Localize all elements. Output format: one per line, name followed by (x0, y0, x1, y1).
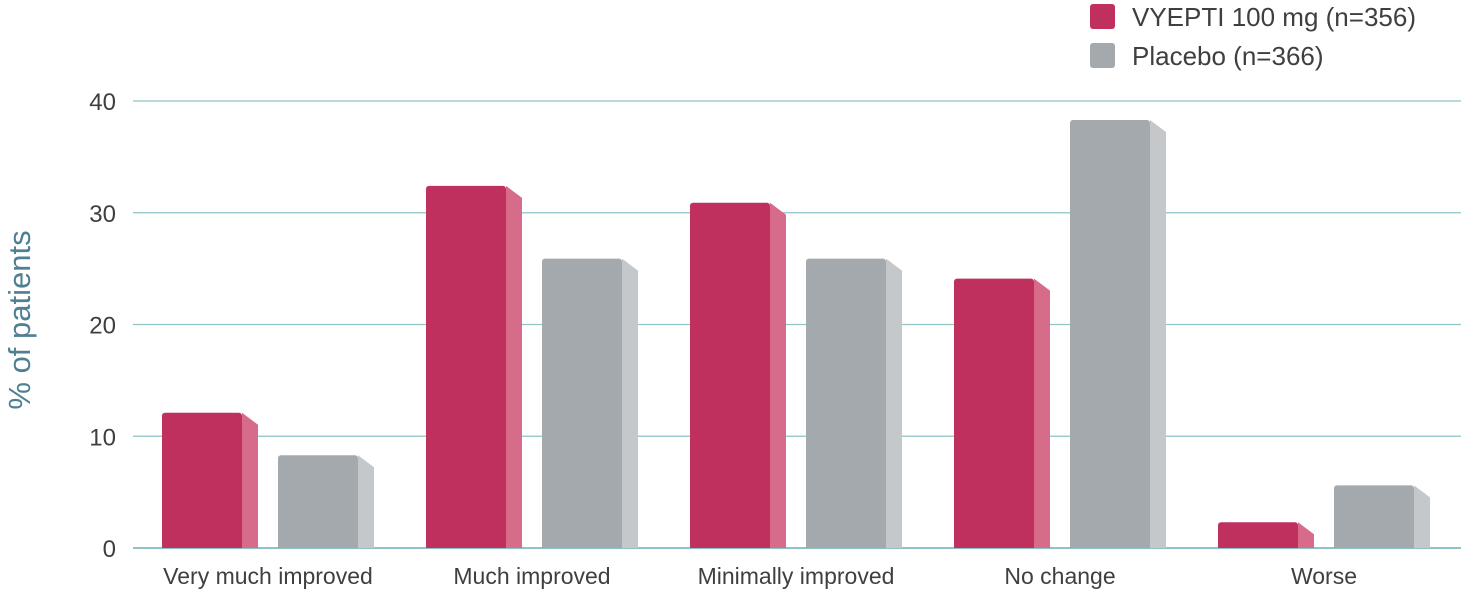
y-tick-label: 0 (103, 536, 116, 563)
bar-side (1034, 278, 1050, 548)
bar-side (358, 455, 374, 548)
bar-base (1218, 542, 1298, 548)
bar (542, 258, 622, 548)
bar-base (426, 542, 506, 548)
bar-base (162, 542, 242, 548)
bar (1218, 522, 1298, 548)
x-tick-label: Minimally improved (698, 563, 895, 589)
legend-label: Placebo (n=366) (1132, 41, 1324, 71)
bar-side (622, 258, 638, 548)
y-tick-label: 30 (89, 201, 116, 228)
bar-base (542, 542, 622, 548)
bar (1070, 119, 1150, 548)
x-tick-label: Very much improved (163, 563, 373, 589)
bar-side (506, 185, 522, 548)
bar (954, 278, 1034, 548)
bars (162, 119, 1430, 548)
x-axis: Very much improved Much improved Minimally… (163, 563, 1357, 589)
y-tick-label: 40 (89, 89, 116, 116)
bar-side (1298, 522, 1314, 548)
bar (278, 455, 358, 548)
bar-side (1414, 485, 1430, 548)
bar-base (1070, 542, 1150, 548)
x-tick-label: Much improved (453, 563, 610, 589)
bar-side (1150, 119, 1166, 548)
bar-base (954, 542, 1034, 548)
bar-side (242, 412, 258, 548)
bar (690, 202, 770, 548)
legend-swatch (1090, 4, 1115, 29)
bar-side (770, 202, 786, 548)
legend-label: VYEPTI 100 mg (n=356) (1132, 2, 1416, 32)
legend: VYEPTI 100 mg (n=356) Placebo (n=366) (1090, 2, 1416, 71)
bar (806, 258, 886, 548)
y-tick-label: 10 (89, 424, 116, 451)
bar-base (278, 542, 358, 548)
bar-side (886, 258, 902, 548)
bar-base (1334, 542, 1414, 548)
y-axis: 0 10 20 30 40 (89, 89, 116, 563)
bar (426, 185, 506, 548)
legend-swatch (1090, 43, 1115, 68)
x-tick-label: Worse (1291, 563, 1357, 589)
x-tick-label: No change (1004, 563, 1115, 589)
bar (162, 412, 242, 548)
y-tick-label: 20 (89, 313, 116, 340)
bar-base (806, 542, 886, 548)
y-axis-label: % of patients (2, 230, 37, 409)
bar (1334, 485, 1414, 548)
bar-base (690, 542, 770, 548)
